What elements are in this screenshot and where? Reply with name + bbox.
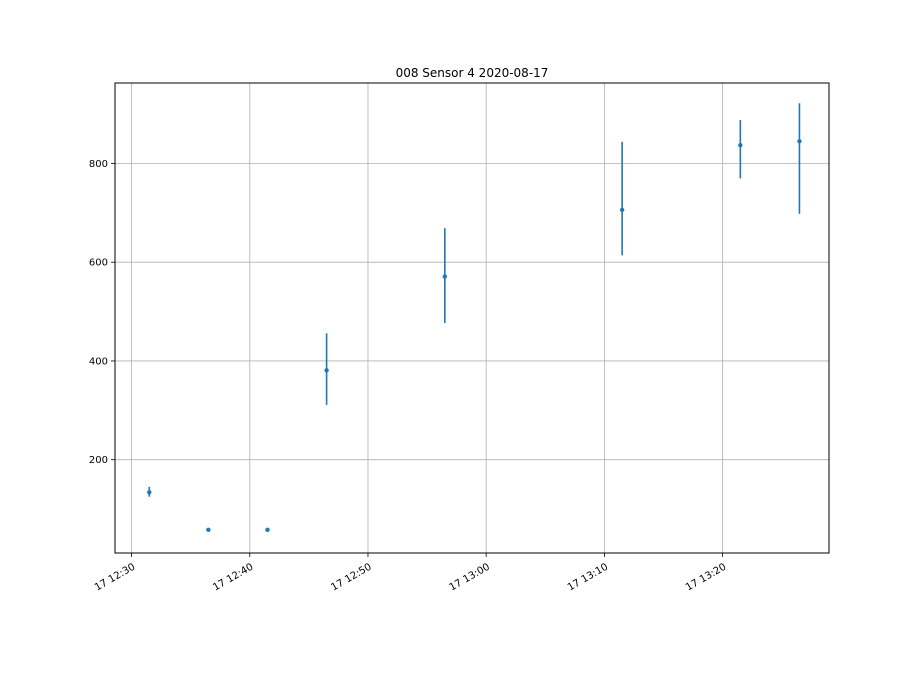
chart-title: 008 Sensor 4 2020-08-17 [396, 66, 549, 80]
y-tick-label: 200 [89, 455, 108, 466]
y-tick-label: 600 [89, 258, 108, 269]
data-point [265, 527, 270, 532]
y-tick-label: 400 [89, 356, 108, 367]
grid [115, 83, 829, 553]
data-point [324, 368, 329, 373]
data-point [442, 274, 448, 279]
data-points [147, 139, 802, 532]
plot-area-frame [114, 82, 830, 554]
data-point [619, 207, 625, 213]
y-tick-label: 800 [89, 159, 108, 170]
data-point [206, 527, 211, 532]
data-point [738, 143, 743, 148]
data-point [797, 139, 802, 144]
data-point [147, 490, 152, 495]
